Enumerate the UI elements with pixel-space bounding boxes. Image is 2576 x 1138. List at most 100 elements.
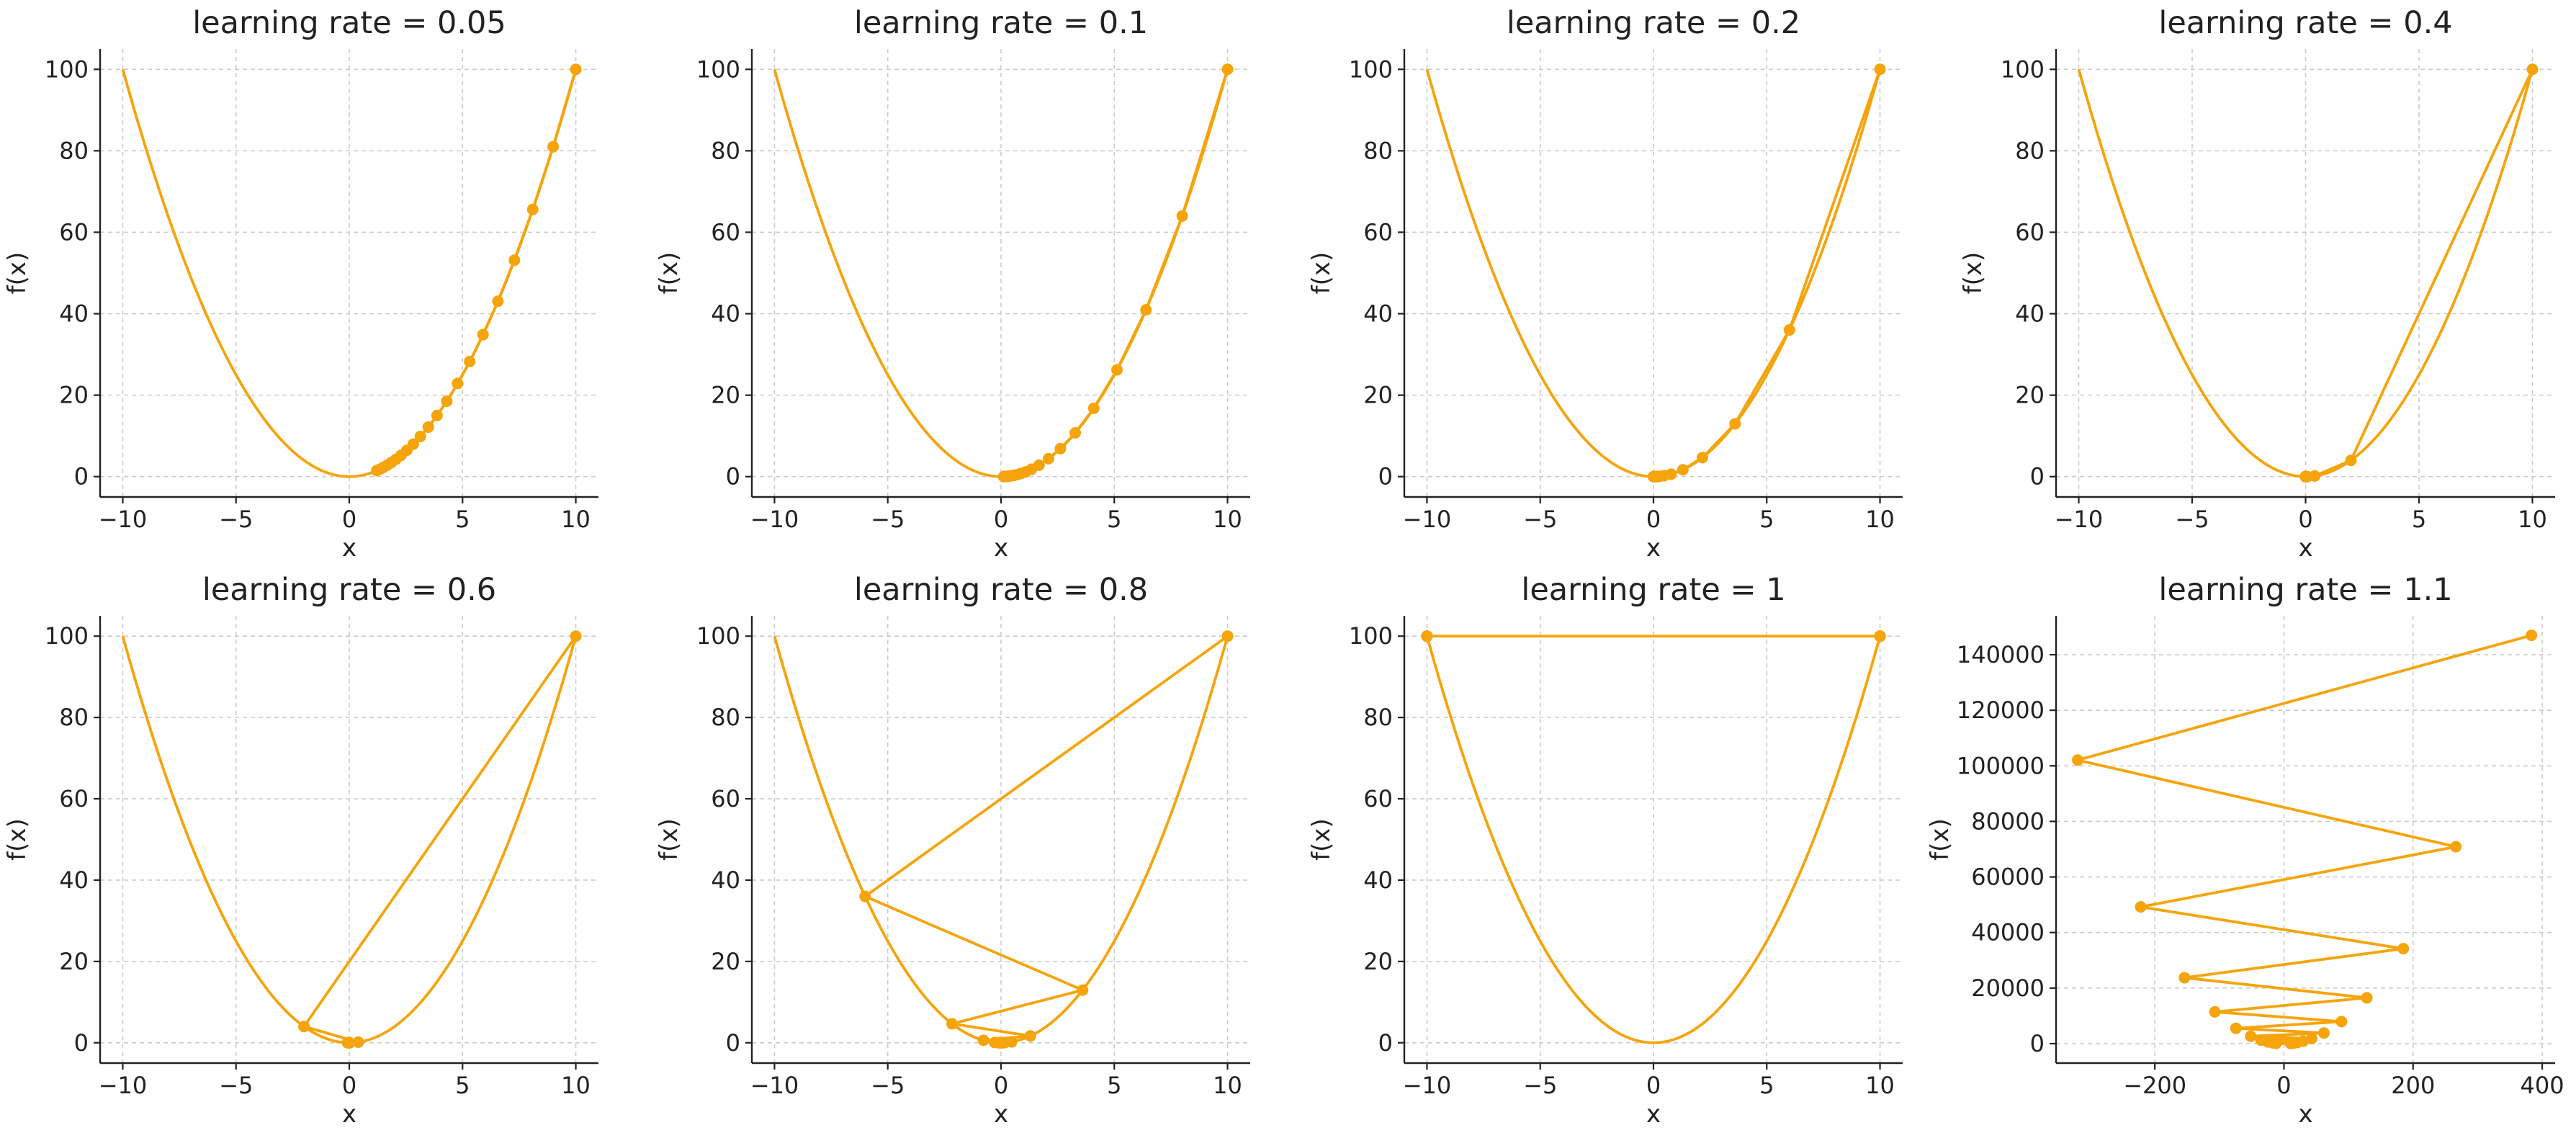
descent-point	[477, 328, 489, 341]
descent-path	[302, 635, 578, 1044]
y-tick-label: 100	[1349, 622, 1393, 650]
x-tick-label: 5	[1107, 1072, 1121, 1099]
descent-point	[1648, 470, 1660, 483]
y-tick-label: 140000	[1957, 641, 2045, 668]
x-tick-label: −5	[871, 1072, 905, 1099]
descent-point	[859, 890, 871, 902]
descent-point	[1783, 324, 1795, 336]
descent-point	[1221, 63, 1234, 76]
y-tick-label: 60	[59, 785, 89, 812]
y-tick-label: 0	[2030, 1030, 2045, 1057]
descent-point	[570, 63, 582, 76]
subplot-title: learning rate = 0.6	[202, 572, 496, 608]
descent-path	[863, 635, 1229, 1044]
y-tick-label: 0	[726, 463, 740, 490]
function-curve	[1425, 635, 1882, 1044]
x-tick-label: 10	[1213, 1072, 1242, 1099]
x-axis-label: x	[994, 534, 1008, 563]
descent-point	[2345, 454, 2357, 467]
subplot-title: learning rate = 0.1	[854, 5, 1148, 41]
x-tick-label: −5	[871, 506, 905, 533]
descent-point	[1696, 452, 1708, 464]
descent-path	[1002, 68, 1229, 478]
descent-point	[526, 203, 539, 215]
x-tick-label: −200	[2123, 1072, 2186, 1099]
y-tick-label: 0	[726, 1029, 740, 1057]
x-tick-label: −10	[750, 506, 799, 533]
y-tick-label: 40	[1363, 300, 1393, 328]
x-tick-label: −5	[219, 1072, 253, 1099]
subplot-title: learning rate = 0.05	[192, 5, 506, 41]
descent-point	[2526, 630, 2538, 642]
y-tick-label: 80	[1363, 137, 1393, 164]
x-tick-label: 10	[1865, 506, 1895, 533]
subplot-title: learning rate = 0.2	[1507, 5, 1800, 41]
x-tick-label: 0	[1646, 1072, 1661, 1099]
subplot-title: learning rate = 0.8	[854, 572, 1148, 608]
descent-point	[2317, 1027, 2330, 1039]
subplot-title: learning rate = 1	[1521, 572, 1785, 608]
y-axis-label: f(x)	[655, 252, 683, 295]
descent-point	[1069, 426, 1082, 439]
y-tick-label: 60	[1363, 218, 1393, 246]
x-tick-label: 0	[2276, 1072, 2291, 1099]
descent-point	[1221, 630, 1234, 642]
descent-point	[1087, 402, 1100, 414]
descent-point	[352, 1036, 364, 1048]
y-tick-label: 40000	[1971, 919, 2045, 946]
descent-point	[508, 254, 521, 266]
x-tick-label: −10	[99, 506, 148, 533]
x-tick-label: 0	[994, 506, 1008, 533]
y-tick-label: 40	[711, 300, 740, 328]
y-tick-label: 20	[1363, 948, 1393, 975]
y-tick-label: 60000	[1971, 864, 2045, 891]
descent-path	[2076, 634, 2532, 1045]
descent-point	[464, 356, 476, 368]
x-tick-label: −10	[2055, 506, 2104, 533]
x-tick-label: −5	[219, 506, 253, 533]
descent-point	[1874, 630, 1886, 642]
y-tick-label: 60	[711, 785, 740, 812]
y-tick-label: 100	[1349, 55, 1393, 83]
y-tick-label: 80	[2015, 137, 2045, 164]
descent-point	[1729, 418, 1741, 430]
y-tick-label: 20	[59, 948, 89, 975]
x-tick-label: −10	[1403, 1072, 1452, 1099]
y-tick-label: 100	[45, 55, 89, 83]
descent-point	[2361, 992, 2373, 1004]
y-tick-label: 100000	[1957, 752, 2045, 779]
x-tick-label: 5	[455, 506, 470, 533]
descent-point	[570, 630, 582, 642]
descent-point	[2230, 1022, 2242, 1034]
y-tick-label: 100	[696, 622, 740, 650]
x-tick-label: 0	[342, 1072, 356, 1099]
descent-point	[492, 295, 504, 308]
descent-point	[371, 465, 383, 477]
descent-point	[344, 1036, 355, 1049]
y-tick-label: 100	[45, 622, 89, 650]
x-axis-label: x	[342, 1100, 356, 1129]
y-tick-label: 0	[1378, 463, 1393, 490]
descent-point	[2397, 943, 2410, 955]
y-tick-label: 100	[2001, 55, 2045, 83]
descent-point	[2255, 1034, 2267, 1047]
y-axis-label: f(x)	[3, 252, 32, 295]
x-tick-label: −5	[2175, 506, 2209, 533]
descent-point	[1421, 630, 1433, 642]
descent-point	[977, 1034, 989, 1047]
descent-point	[1874, 63, 1886, 76]
descent-point	[547, 140, 560, 153]
x-tick-label: 5	[1107, 506, 1121, 533]
x-tick-label: 5	[1759, 506, 1774, 533]
y-tick-label: 60	[2015, 218, 2045, 246]
x-tick-label: 10	[1213, 506, 1242, 533]
y-tick-label: 40	[59, 300, 89, 328]
descent-point	[441, 395, 453, 407]
x-axis-label: x	[994, 1100, 1008, 1129]
x-tick-label: −5	[1523, 1072, 1557, 1099]
x-tick-label: 10	[1865, 1072, 1895, 1099]
